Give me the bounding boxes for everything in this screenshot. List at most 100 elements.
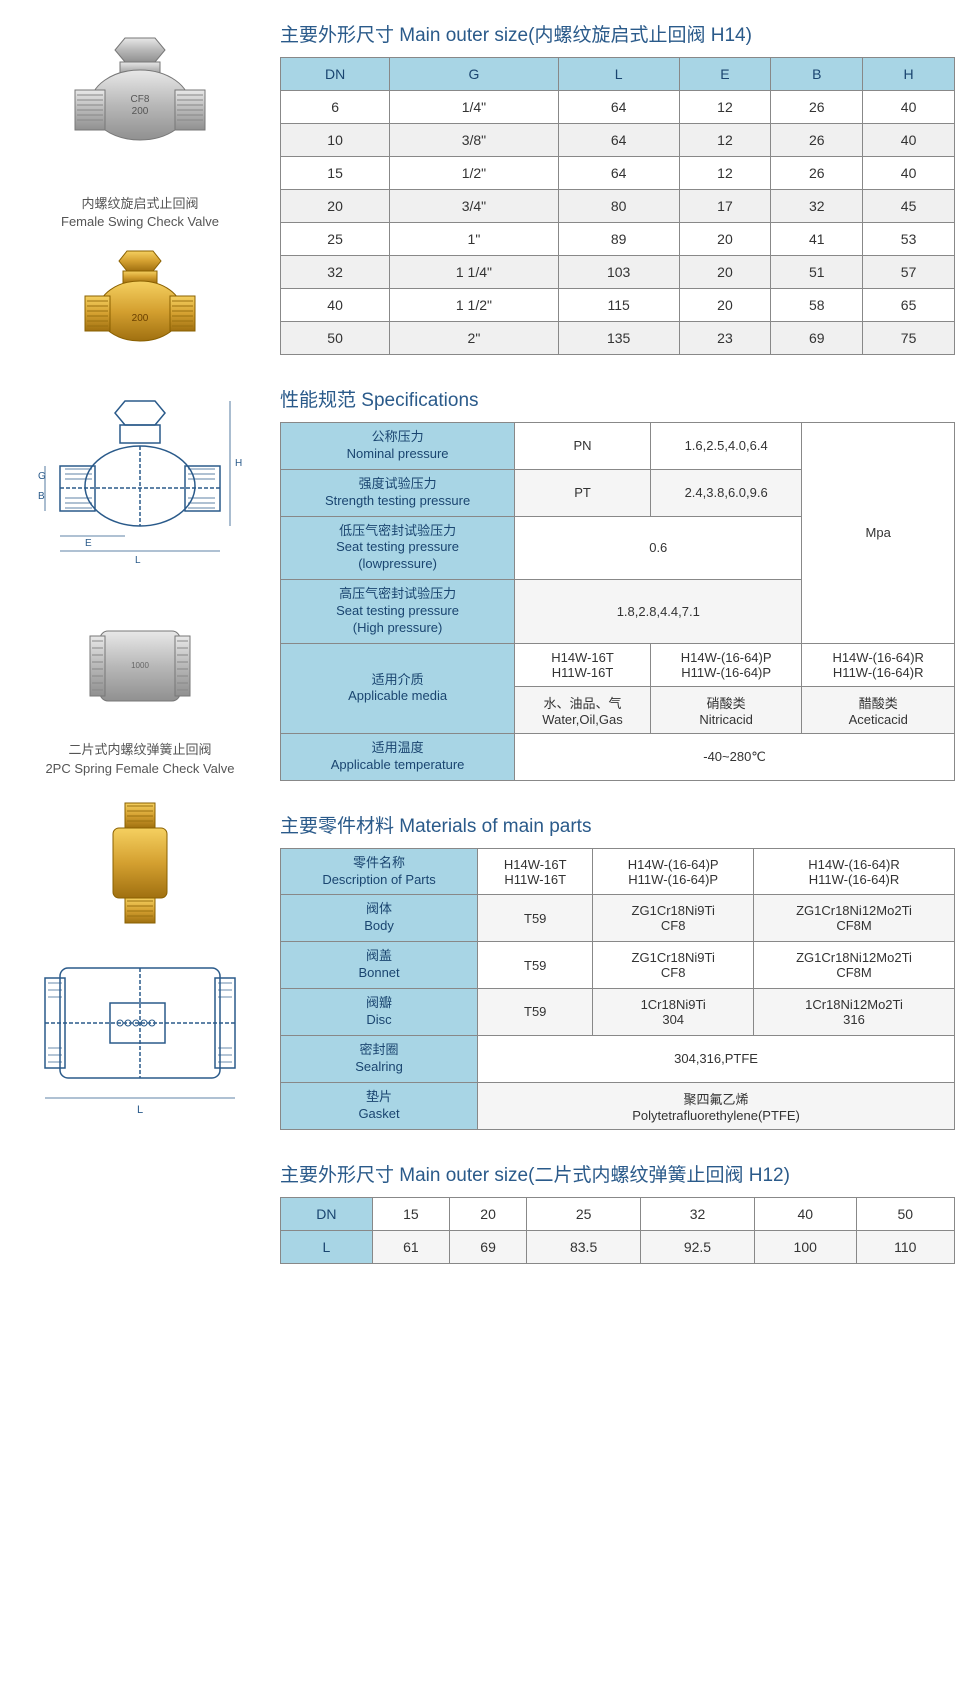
svg-text:CF8: CF8 xyxy=(131,94,150,105)
spec-unit: Mpa xyxy=(802,423,955,644)
th-dn: DN xyxy=(281,58,390,91)
table-cell: 103 xyxy=(558,256,679,289)
section-main-outer-size-h14: 主要外形尺寸 Main outer size(内螺纹旋启式止回阀 H14) DN… xyxy=(280,20,955,355)
table-cell: 15 xyxy=(281,157,390,190)
valve-illustration-silver-spring: 1000 xyxy=(55,606,225,726)
table-cell: 50 xyxy=(281,322,390,355)
th-l: L xyxy=(558,58,679,91)
table-row: 321 1/4"103205157 xyxy=(281,256,955,289)
spec-media-label: 适用介质Applicable media xyxy=(281,643,515,733)
table-cell: 45 xyxy=(863,190,955,223)
table-cell: 12 xyxy=(679,91,771,124)
table-cell: 12 xyxy=(679,157,771,190)
table-outer-size-h12: DN 15 20 25 32 40 50 L 61 69 83.5 92.5 1… xyxy=(280,1197,955,1264)
table-cell: 32 xyxy=(281,256,390,289)
table-cell: 1/4" xyxy=(390,91,559,124)
mat-h4: H14W-(16-64)RH11W-(16-64)R xyxy=(754,848,955,895)
table-cell: 64 xyxy=(558,124,679,157)
table-cell: 51 xyxy=(771,256,863,289)
table-cell: 53 xyxy=(863,223,955,256)
table-cell: 40 xyxy=(863,157,955,190)
section4-title: 主要外形尺寸 Main outer size(二片式内螺纹弹簧止回阀 H12) xyxy=(280,1160,955,1187)
table-cell: 3/8" xyxy=(390,124,559,157)
table-cell: 58 xyxy=(771,289,863,322)
table-cell: 26 xyxy=(771,124,863,157)
table-specifications: 公称压力Nominal pressure PN 1.6,2.5,4.0,6.4 … xyxy=(280,422,955,781)
spec-media-d2: 硝酸类Nitricacid xyxy=(650,686,801,733)
h12-l-4: 100 xyxy=(754,1230,856,1263)
h12-l-1: 69 xyxy=(450,1230,527,1263)
table-cell: 65 xyxy=(863,289,955,322)
svg-text:L: L xyxy=(135,555,141,566)
spec-lowp-label: 低压气密封试验压力Seat testing pressure(lowpressu… xyxy=(281,516,515,580)
table-cell: 12 xyxy=(679,124,771,157)
table-row: 61/4"64122640 xyxy=(281,91,955,124)
mat-sealring-val: 304,316,PTFE xyxy=(478,1035,955,1082)
table-row: 203/4"80173245 xyxy=(281,190,955,223)
table-cell: 1/2" xyxy=(390,157,559,190)
table-cell: 2" xyxy=(390,322,559,355)
h12-l-3: 92.5 xyxy=(641,1230,755,1263)
valve-illustration-brass-swing: 200 xyxy=(55,246,225,376)
svg-text:B: B xyxy=(38,491,45,502)
h12-dn-3: 32 xyxy=(641,1197,755,1230)
section2-title: 性能规范 Specifications xyxy=(280,385,955,412)
table-cell: 80 xyxy=(558,190,679,223)
table-cell: 64 xyxy=(558,91,679,124)
mat-disc-v1: T59 xyxy=(478,989,593,1036)
mat-sealring-label: 密封圈Sealring xyxy=(281,1035,478,1082)
h12-dn-label: DN xyxy=(281,1197,373,1230)
mat-disc-v2: 1Cr18Ni9Ti304 xyxy=(593,989,754,1036)
mat-parts-label: 零件名称Description of Parts xyxy=(281,848,478,895)
table-cell: 135 xyxy=(558,322,679,355)
table-cell: 20 xyxy=(679,223,771,256)
spec-nominal-pressure-label: 公称压力Nominal pressure xyxy=(281,423,515,470)
table-cell: 69 xyxy=(771,322,863,355)
table-cell: 1 1/2" xyxy=(390,289,559,322)
mat-h3: H14W-(16-64)PH11W-(16-64)P xyxy=(593,848,754,895)
spec-media-c1: H14W-16TH11W-16T xyxy=(515,643,651,686)
spec-media-d3: 醋酸类Aceticacid xyxy=(802,686,955,733)
table-cell: 1" xyxy=(390,223,559,256)
valve-illustration-silver-swing: CF8 200 xyxy=(55,30,225,180)
th-g: G xyxy=(390,58,559,91)
h12-dn-5: 50 xyxy=(856,1197,954,1230)
h12-dn-4: 40 xyxy=(754,1197,856,1230)
table-cell: 40 xyxy=(863,91,955,124)
table-cell: 57 xyxy=(863,256,955,289)
table-cell: 20 xyxy=(679,289,771,322)
h12-dn-0: 15 xyxy=(372,1197,449,1230)
spec-strength-label: 强度试验压力Strength testing pressure xyxy=(281,469,515,516)
spec-temp-label: 适用温度Applicable temperature xyxy=(281,733,515,780)
mat-bonnet-v3: ZG1Cr18Ni12Mo2TiCF8M xyxy=(754,942,955,989)
spec-pt-val: 2.4,3.8,6.0,9.6 xyxy=(650,469,801,516)
mat-body-v1: T59 xyxy=(478,895,593,942)
table-cell: 6 xyxy=(281,91,390,124)
table-cell: 10 xyxy=(281,124,390,157)
table-cell: 1 1/4" xyxy=(390,256,559,289)
h12-l-5: 110 xyxy=(856,1230,954,1263)
th-h: H xyxy=(863,58,955,91)
table-outer-size-h14: DN G L E B H 61/4"64122640103/8"64122640… xyxy=(280,57,955,355)
technical-drawing-swing: H G B E L xyxy=(30,391,250,591)
mat-h2: H14W-16TH11W-16T xyxy=(478,848,593,895)
table-materials: 零件名称Description of Parts H14W-16TH11W-16… xyxy=(280,848,955,1130)
spec-temp-val: -40~280℃ xyxy=(515,733,955,780)
mat-gasket-label: 垫片Gasket xyxy=(281,1082,478,1129)
table-cell: 115 xyxy=(558,289,679,322)
table-cell: 64 xyxy=(558,157,679,190)
mat-body-v2: ZG1Cr18Ni9TiCF8 xyxy=(593,895,754,942)
mat-bonnet-v1: T59 xyxy=(478,942,593,989)
technical-drawing-spring: L xyxy=(30,948,250,1128)
mat-gasket-val: 聚四氟乙烯Polytetrafluorethylene(PTFE) xyxy=(478,1082,955,1129)
svg-text:G: G xyxy=(38,471,46,482)
th-e: E xyxy=(679,58,771,91)
table-cell: 41 xyxy=(771,223,863,256)
spec-media-c3: H14W-(16-64)RH11W-(16-64)R xyxy=(802,643,955,686)
valve-illustration-brass-spring xyxy=(55,793,225,933)
th-b: B xyxy=(771,58,863,91)
table-cell: 20 xyxy=(679,256,771,289)
section1-title: 主要外形尺寸 Main outer size(内螺纹旋启式止回阀 H14) xyxy=(280,20,955,47)
table-cell: 26 xyxy=(771,157,863,190)
table-cell: 20 xyxy=(281,190,390,223)
